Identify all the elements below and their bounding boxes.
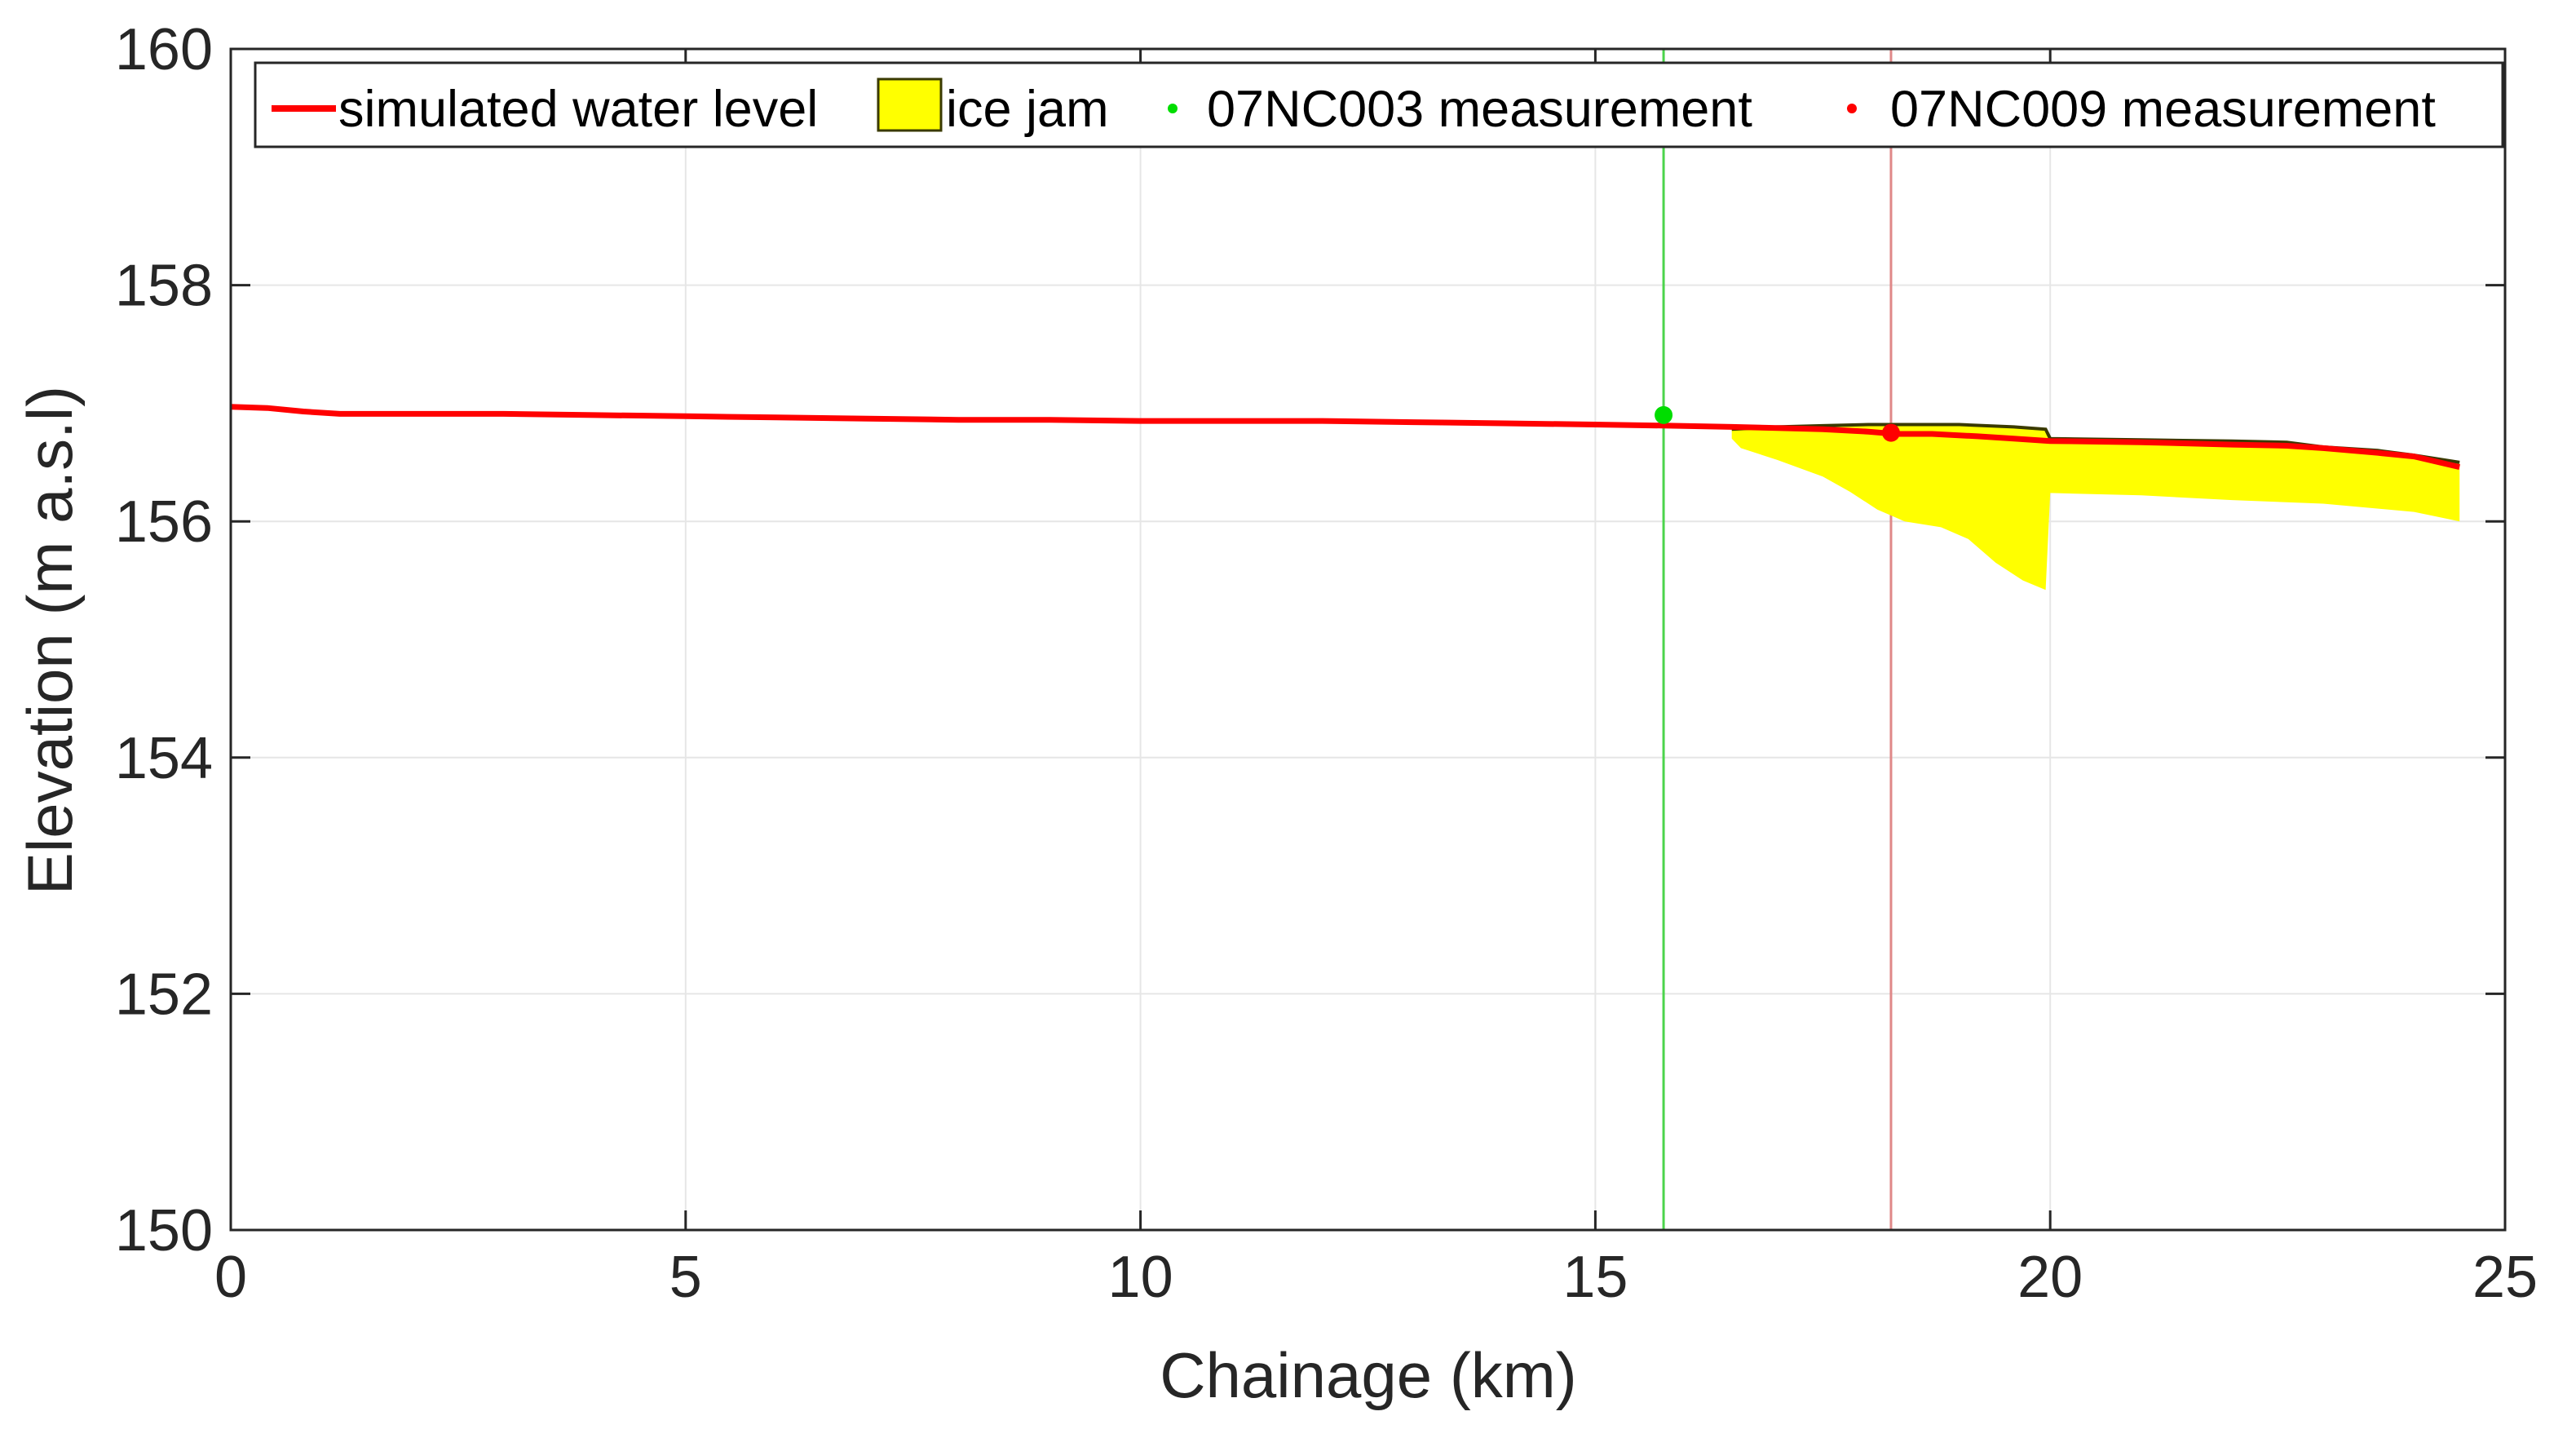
07nc009-measurement-point xyxy=(1881,423,1900,442)
y-tick-label: 156 xyxy=(115,489,213,555)
axes-box xyxy=(229,47,2507,1232)
y-tick-label: 158 xyxy=(115,254,213,319)
legend-ice-jam-label: ice jam xyxy=(946,81,1109,138)
legend: simulated water level ice jam 07NC003 me… xyxy=(254,61,2504,148)
y-tick-label: 154 xyxy=(115,726,213,791)
y-axis-title: Elevation (m a.s.l) xyxy=(14,386,86,895)
x-tick-label: 15 xyxy=(1562,1245,1628,1310)
y-tick-labels: 150 152 154 156 158 160 xyxy=(115,17,213,1263)
x-tick-labels: 0 5 10 15 20 25 xyxy=(214,1245,2538,1310)
simulated-water-level-line xyxy=(230,404,2460,471)
measurement-reference-lines xyxy=(1662,49,1893,1230)
tick-marks xyxy=(229,47,2507,1232)
y-tick-label: 150 xyxy=(115,1198,213,1263)
x-tick-label: 10 xyxy=(1108,1245,1173,1310)
x-tick-label: 0 xyxy=(214,1245,247,1310)
plot-area xyxy=(230,404,2460,591)
legend-water-level-label: simulated water level xyxy=(338,81,818,138)
x-tick-label: 25 xyxy=(2472,1245,2538,1310)
legend-ice-jam-swatch xyxy=(877,77,943,132)
ice-jam-area xyxy=(1731,424,2460,591)
legend-07nc003-marker xyxy=(1168,104,1178,113)
x-axis-title: Chainage (km) xyxy=(1160,1339,1577,1411)
y-tick-label: 152 xyxy=(115,962,213,1027)
y-tick-label: 160 xyxy=(115,17,213,82)
legend-07nc003-label: 07NC003 measurement xyxy=(1207,81,1752,138)
x-tick-label: 20 xyxy=(2017,1245,2083,1310)
07nc003-measurement-point xyxy=(1655,405,1673,424)
legend-box xyxy=(254,61,2504,148)
legend-07nc009-label: 07NC009 measurement xyxy=(1890,81,2436,138)
legend-07nc009-marker xyxy=(1847,104,1857,113)
x-tick-label: 5 xyxy=(669,1245,702,1310)
